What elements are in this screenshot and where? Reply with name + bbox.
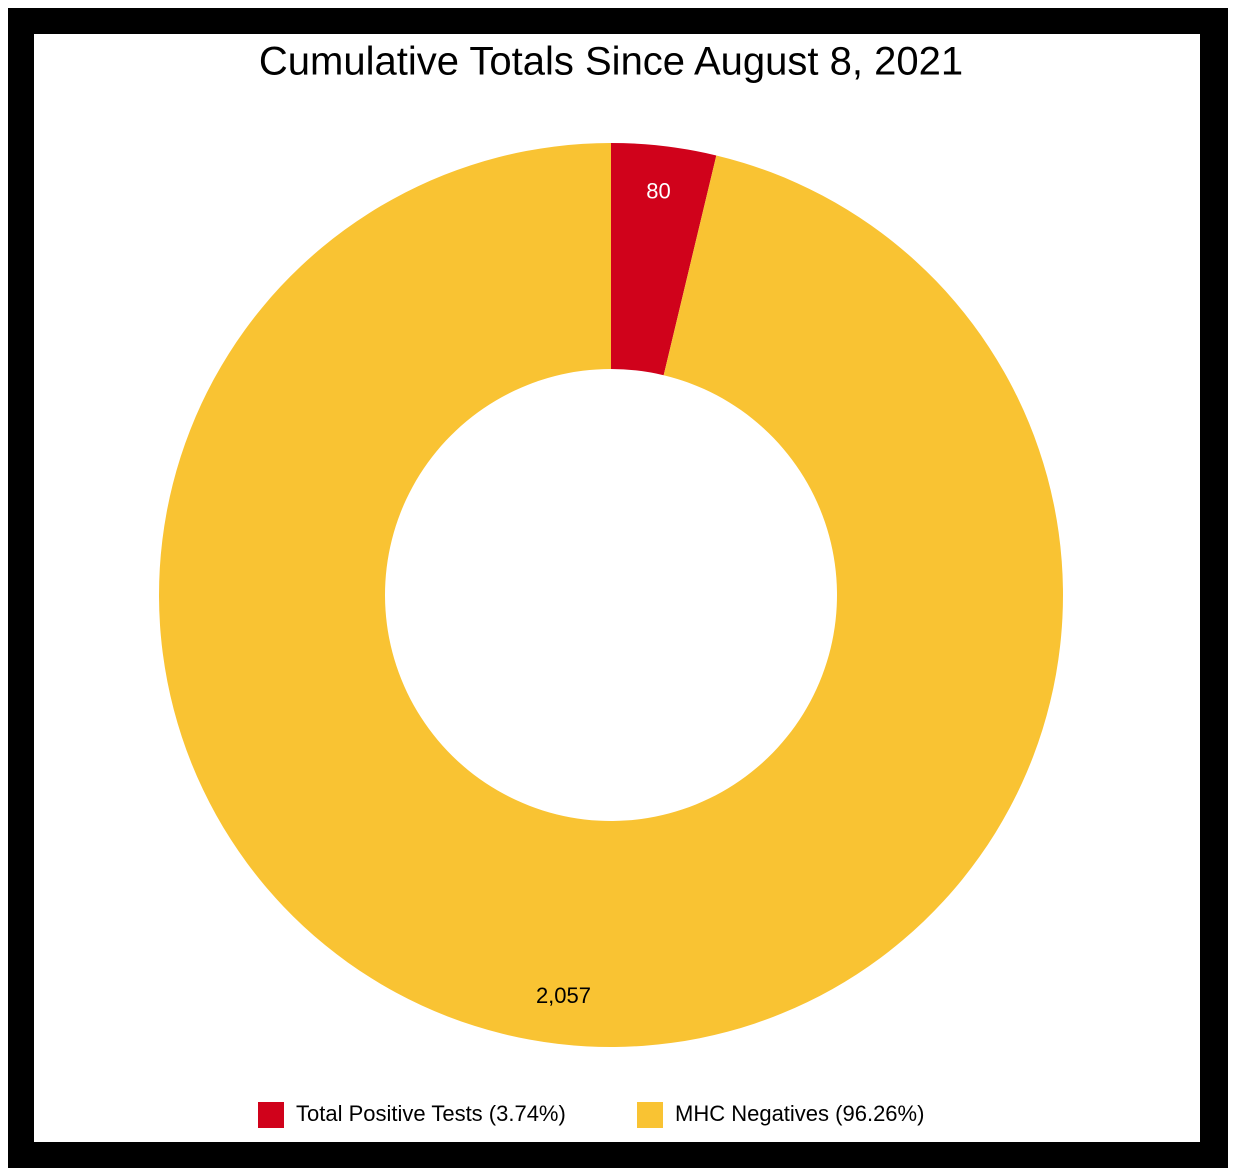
data-label: 2,057	[536, 983, 591, 1008]
chart-title: Cumulative Totals Since August 8, 2021	[259, 40, 963, 84]
legend-swatch	[637, 1102, 663, 1128]
donut-segment	[611, 143, 717, 376]
legend-label: Total Positive Tests (3.74%)	[296, 1101, 566, 1126]
donut-segment	[159, 143, 1063, 1048]
legend-swatch	[258, 1102, 284, 1128]
legend-label: MHC Negatives (96.26%)	[675, 1101, 924, 1126]
data-label: 80	[646, 179, 670, 204]
